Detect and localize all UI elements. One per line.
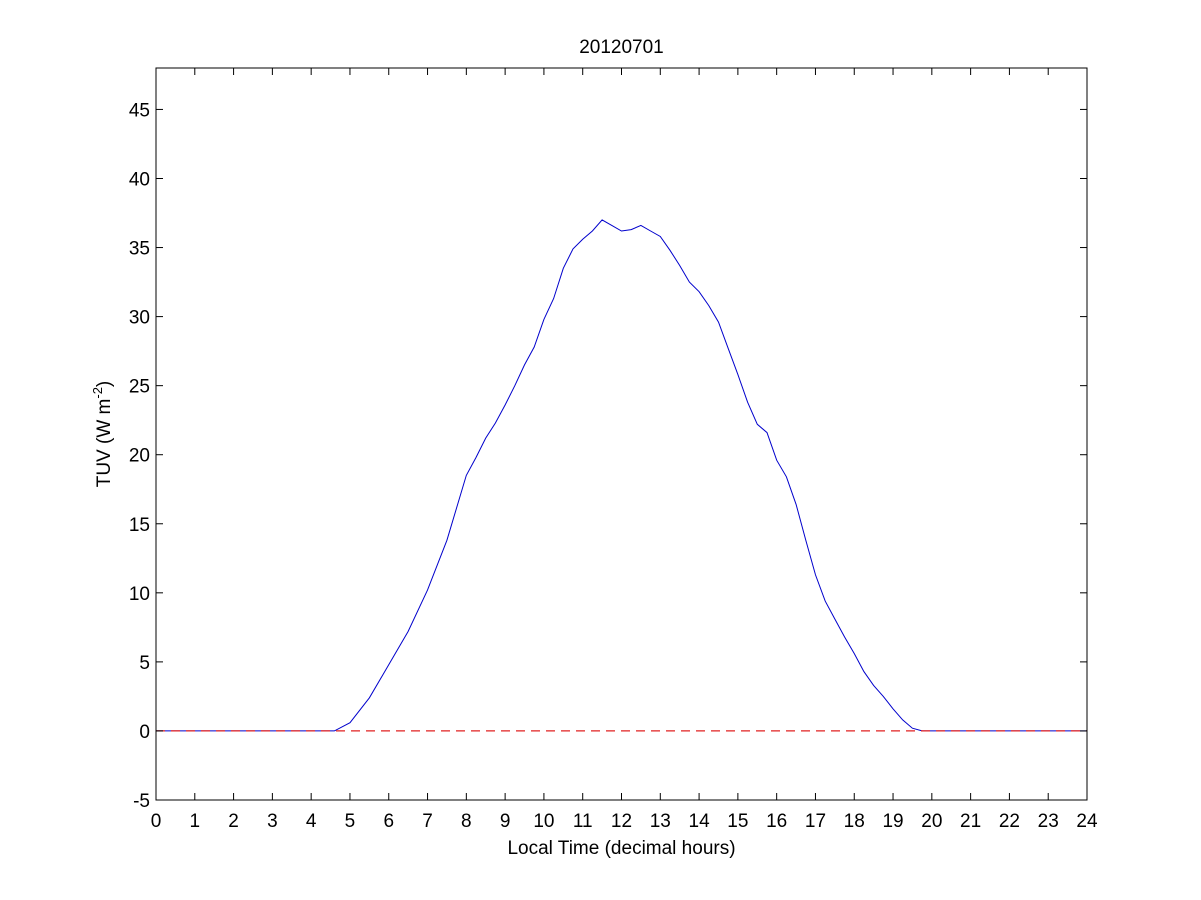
x-tick-label: 10 xyxy=(533,811,554,832)
y-tick-label: 20 xyxy=(129,446,150,467)
x-tick-label: 2 xyxy=(228,811,239,832)
x-tick-label: 8 xyxy=(461,811,472,832)
axes-frame xyxy=(155,67,1088,801)
x-tick-label: 4 xyxy=(306,811,317,832)
y-tick-label: 10 xyxy=(129,584,150,605)
axis-ticks: 0 1 2 3 4 5 6 7 8 9 10 11 12 13 14 15 16 17 18 19 20 21 22 23 24… xyxy=(129,68,1098,832)
y-axis-label-close: ) xyxy=(94,381,115,387)
x-tick-label: 13 xyxy=(650,811,671,832)
x-tick-label: 6 xyxy=(383,811,394,832)
plot-area xyxy=(156,219,1087,732)
y-tick-label: 15 xyxy=(129,515,150,536)
y-axis-label-superscript: -2 xyxy=(90,387,105,399)
x-tick-label: 12 xyxy=(611,811,632,832)
tuv-series-line xyxy=(156,219,1087,732)
x-tick-label: 17 xyxy=(805,811,826,832)
x-tick-label: 21 xyxy=(960,811,981,832)
x-tick-label: 15 xyxy=(727,811,748,832)
y-tick-label: -5 xyxy=(133,791,150,812)
y-axis-label-main: TUV (W m xyxy=(94,399,115,488)
x-tick-label: 14 xyxy=(689,811,711,832)
x-tick-label: 3 xyxy=(267,811,278,832)
y-tick-label: 30 xyxy=(129,308,150,329)
x-tick-label: 19 xyxy=(882,811,903,832)
chart-title: 20120701 xyxy=(579,37,664,58)
x-axis-label: Local Time (decimal hours) xyxy=(507,838,735,859)
y-tick-label: 35 xyxy=(129,239,150,260)
y-tick-label: 5 xyxy=(139,653,150,674)
x-tick-label: 23 xyxy=(1038,811,1059,832)
x-tick-label: 20 xyxy=(921,811,942,832)
x-tick-label: 16 xyxy=(766,811,787,832)
y-tick-label: 0 xyxy=(139,722,150,743)
x-tick-label: 11 xyxy=(573,811,593,832)
x-tick-label: 1 xyxy=(190,811,201,832)
x-tick-label: 9 xyxy=(500,811,511,832)
y-axis-label: TUV (W m-2) xyxy=(90,381,115,488)
y-tick-label: 25 xyxy=(129,377,150,398)
x-tick-label: 7 xyxy=(422,811,433,832)
x-tick-label: 24 xyxy=(1076,811,1098,832)
x-tick-label: 5 xyxy=(345,811,356,832)
y-tick-label: 40 xyxy=(129,169,150,190)
x-tick-label: 22 xyxy=(999,811,1020,832)
y-tick-label: 45 xyxy=(129,100,150,121)
x-tick-label: 18 xyxy=(844,811,865,832)
x-tick-label: 0 xyxy=(151,811,162,832)
